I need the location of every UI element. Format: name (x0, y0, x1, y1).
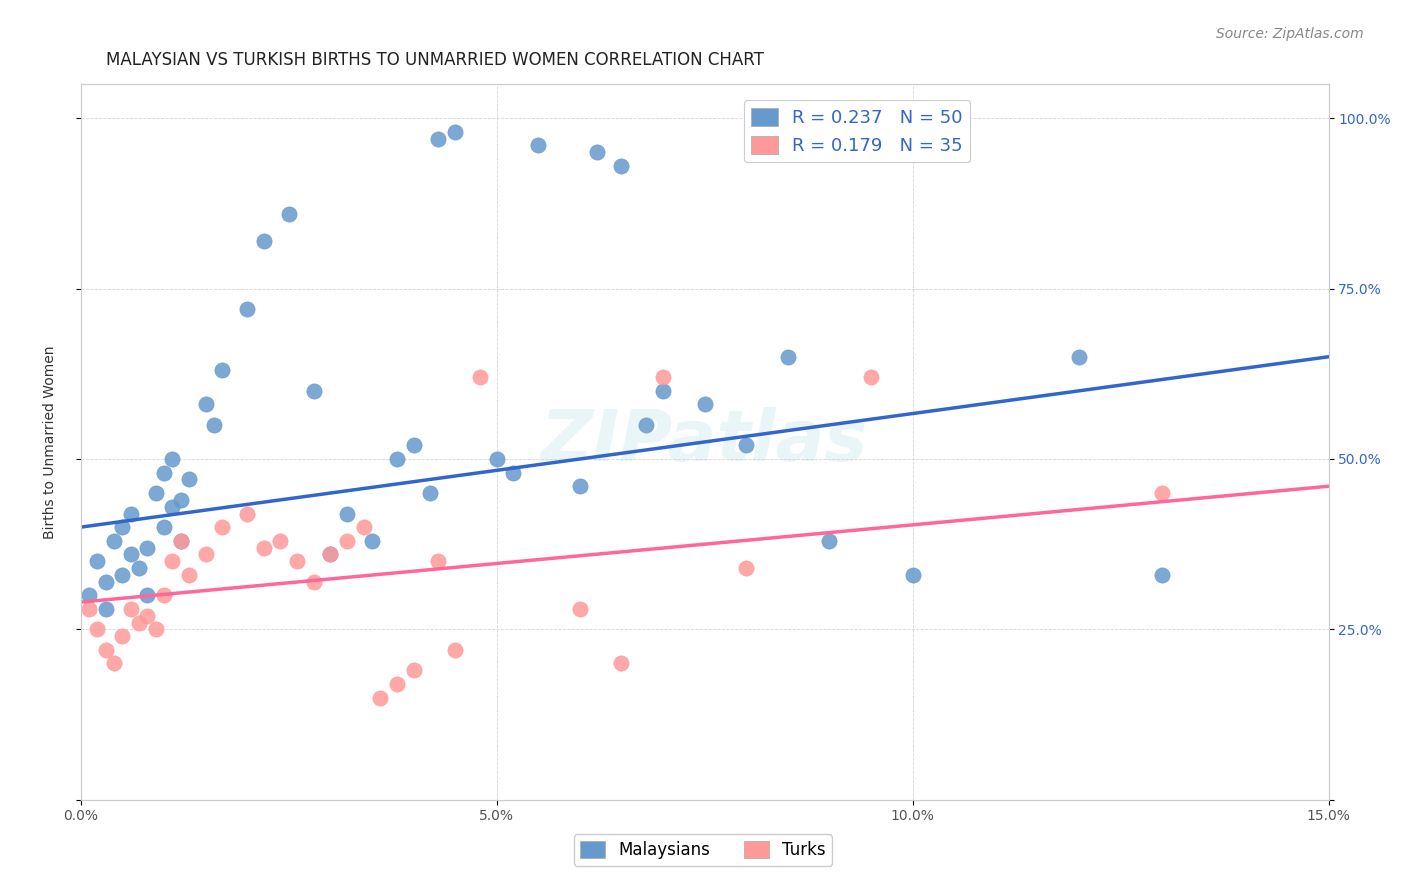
Point (568, 479, 591, 493)
Point (444, 125, 467, 139)
Point (145, 623, 167, 637)
Point (1152, 486, 1174, 500)
Point (419, 486, 441, 500)
Point (468, 370, 491, 384)
Point (120, 548, 142, 562)
Point (610, 159, 633, 173)
Point (319, 548, 342, 562)
Point (269, 533, 291, 548)
Point (136, 541, 159, 555)
Point (86, 554, 108, 568)
Point (277, 206, 299, 220)
Text: MALAYSIAN VS TURKISH BIRTHS TO UNMARRIED WOMEN CORRELATION CHART: MALAYSIAN VS TURKISH BIRTHS TO UNMARRIED… (105, 51, 763, 69)
Point (103, 533, 125, 548)
Point (169, 533, 191, 548)
Point (361, 533, 384, 548)
Point (162, 500, 184, 514)
Point (302, 384, 325, 398)
Point (120, 507, 142, 521)
Point (169, 533, 191, 548)
Point (111, 629, 134, 643)
Point (120, 602, 142, 616)
Point (385, 677, 408, 691)
Point (162, 554, 184, 568)
Point (860, 370, 883, 384)
Point (427, 554, 450, 568)
Point (568, 602, 591, 616)
Point (145, 486, 167, 500)
Text: Source: ZipAtlas.com: Source: ZipAtlas.com (1216, 27, 1364, 41)
Point (211, 363, 233, 377)
Point (128, 561, 150, 575)
Point (169, 492, 191, 507)
Point (636, 417, 658, 432)
Point (153, 520, 176, 534)
Point (211, 520, 233, 534)
Point (236, 301, 259, 316)
Point (285, 554, 308, 568)
Point (94, 642, 117, 657)
Legend: Malaysians, Turks: Malaysians, Turks (574, 834, 832, 866)
Point (444, 642, 467, 657)
Point (502, 466, 524, 480)
Point (527, 138, 550, 153)
Point (610, 657, 633, 671)
Point (153, 588, 176, 602)
Point (402, 663, 425, 677)
Point (585, 145, 607, 160)
Point (776, 350, 799, 364)
Point (336, 533, 359, 548)
Point (162, 452, 184, 467)
Point (1152, 567, 1174, 582)
Point (1067, 350, 1090, 364)
Point (177, 472, 200, 486)
Point (94, 574, 117, 589)
Point (302, 574, 325, 589)
Point (901, 567, 924, 582)
Point (103, 657, 125, 671)
Point (202, 417, 225, 432)
Point (652, 370, 675, 384)
Point (194, 397, 217, 411)
Legend: R = 0.237   N = 50, R = 0.179   N = 35: R = 0.237 N = 50, R = 0.179 N = 35 (744, 100, 970, 162)
Point (253, 541, 276, 555)
Point (693, 397, 716, 411)
Point (353, 520, 375, 534)
Point (735, 561, 758, 575)
Point (77, 588, 100, 602)
Point (368, 690, 391, 705)
Point (319, 548, 342, 562)
Y-axis label: Births to Unmarried Women: Births to Unmarried Women (44, 345, 58, 539)
Point (818, 533, 841, 548)
Point (153, 466, 176, 480)
Point (111, 520, 134, 534)
Point (77, 602, 100, 616)
Text: ZIPatlas: ZIPatlas (541, 408, 869, 476)
Point (94, 602, 117, 616)
Point (111, 567, 134, 582)
Point (336, 507, 359, 521)
Point (485, 452, 508, 467)
Point (136, 588, 159, 602)
Point (194, 548, 217, 562)
Point (236, 507, 259, 521)
Point (735, 438, 758, 452)
Point (402, 438, 425, 452)
Point (427, 131, 450, 145)
Point (177, 567, 200, 582)
Point (385, 452, 408, 467)
Point (253, 234, 276, 248)
Point (128, 615, 150, 630)
Point (136, 608, 159, 623)
Point (652, 384, 675, 398)
Point (86, 623, 108, 637)
